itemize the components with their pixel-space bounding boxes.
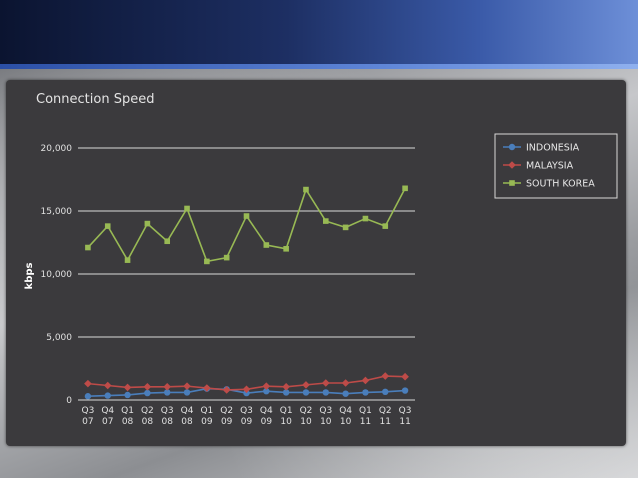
- chart-title: Connection Speed: [36, 92, 154, 107]
- data-point: [124, 257, 131, 263]
- data-point: [123, 383, 132, 392]
- x-tick-label: Q3 07: [82, 406, 95, 427]
- data-point: [144, 389, 151, 397]
- data-point: [401, 387, 409, 394]
- data-point: [103, 381, 112, 390]
- data-point: [362, 389, 369, 396]
- data-point: [382, 388, 389, 396]
- legend-entry: SOUTH KOREA: [526, 179, 595, 190]
- data-point: [84, 379, 92, 388]
- x-tick-label: Q2 09: [220, 406, 233, 427]
- data-point: [322, 389, 329, 396]
- x-tick-label: Q4 09: [260, 406, 273, 427]
- data-point: [262, 382, 271, 390]
- gridlines: [78, 147, 415, 401]
- x-tick-label: Q3 11: [399, 406, 412, 427]
- y-tick-label: 15,000: [41, 207, 73, 217]
- data-point: [342, 390, 349, 397]
- x-tick-label: Q4 08: [181, 406, 194, 427]
- legend-entry: MALAYSIA: [526, 161, 574, 172]
- legend: INDONESIA MALAYSIA SOUTH KOREA: [494, 133, 618, 199]
- data-point: [204, 258, 210, 265]
- x-tick-label: Q1 08: [121, 406, 134, 427]
- data-point: [163, 382, 172, 391]
- data-point: [263, 242, 270, 248]
- data-point: [144, 220, 151, 227]
- data-point: [263, 387, 270, 395]
- data-point: [282, 382, 290, 391]
- data-point: [104, 392, 111, 399]
- series-line-south-korea: [87, 187, 406, 263]
- data-point: [203, 384, 211, 392]
- data-point: [183, 389, 191, 396]
- data-point: [223, 254, 230, 261]
- data-point: [341, 379, 350, 387]
- data-point: [243, 213, 250, 219]
- legend-swatch-marker: [508, 143, 516, 151]
- data-point: [124, 391, 131, 399]
- x-tick-labels: Q3 07 Q4 07 Q1 08 Q2 08 Q3 08 Q4 08 Q1 09 Q2 09 Q3 09 Q4 09…: [82, 406, 412, 427]
- data-point: [342, 224, 349, 231]
- y-tick-label: 0: [66, 396, 72, 406]
- data-point: [322, 218, 329, 224]
- data-point: [283, 246, 289, 252]
- x-tick-label: Q4 10: [339, 406, 352, 427]
- y-tick-label: 5,000: [46, 333, 72, 343]
- data-point: [302, 381, 310, 389]
- data-point: [84, 393, 92, 400]
- x-tick-label: Q2 11: [379, 406, 392, 427]
- x-tick-label: Q2 10: [300, 406, 313, 427]
- data-point: [143, 382, 152, 391]
- x-tick-label: Q2 08: [141, 406, 154, 427]
- data-point: [164, 389, 171, 396]
- x-tick-label: Q1 09: [200, 406, 213, 427]
- y-axis-label: kbps: [24, 262, 35, 289]
- x-tick-label: Q4 07: [101, 406, 114, 427]
- data-point: [104, 223, 111, 229]
- data-point: [382, 223, 389, 229]
- data-point: [302, 389, 310, 396]
- header-band: [0, 0, 638, 64]
- x-tick-label: Q1 10: [280, 406, 293, 427]
- data-point: [242, 385, 251, 394]
- x-tick-label: Q1 11: [359, 406, 372, 427]
- x-tick-label: Q3 10: [319, 406, 332, 427]
- header-accent-line: [0, 64, 638, 69]
- data-point: [381, 372, 390, 380]
- line-chart: Connection Speed kbps 0 5,000 10,000 15,000…: [24, 92, 618, 427]
- data-point: [401, 372, 409, 381]
- data-point: [402, 185, 408, 192]
- legend-box: [494, 133, 618, 199]
- series-lines: [87, 187, 406, 398]
- legend-swatch-marker: [508, 161, 516, 169]
- y-tick-label: 20,000: [41, 144, 73, 154]
- data-point: [184, 205, 190, 212]
- data-point: [222, 386, 231, 394]
- data-point: [362, 215, 369, 222]
- x-tick-label: Q3 09: [240, 406, 253, 427]
- legend-entry: INDONESIA: [526, 143, 580, 154]
- data-point: [303, 186, 309, 193]
- data-point: [321, 379, 330, 387]
- data-point: [361, 376, 370, 385]
- chart-panel: Connection Speed kbps 0 5,000 10,000 15,000…: [6, 80, 626, 446]
- y-tick-label: 10,000: [41, 270, 73, 280]
- x-tick-label: Q3 08: [161, 406, 174, 427]
- data-point: [164, 238, 171, 245]
- data-point: [85, 244, 91, 251]
- data-point: [282, 389, 290, 396]
- legend-swatch-marker: [509, 180, 515, 186]
- series-markers: [84, 185, 409, 400]
- y-tick-labels: 0 5,000 10,000 15,000 20,000: [41, 144, 73, 406]
- data-point: [183, 382, 191, 390]
